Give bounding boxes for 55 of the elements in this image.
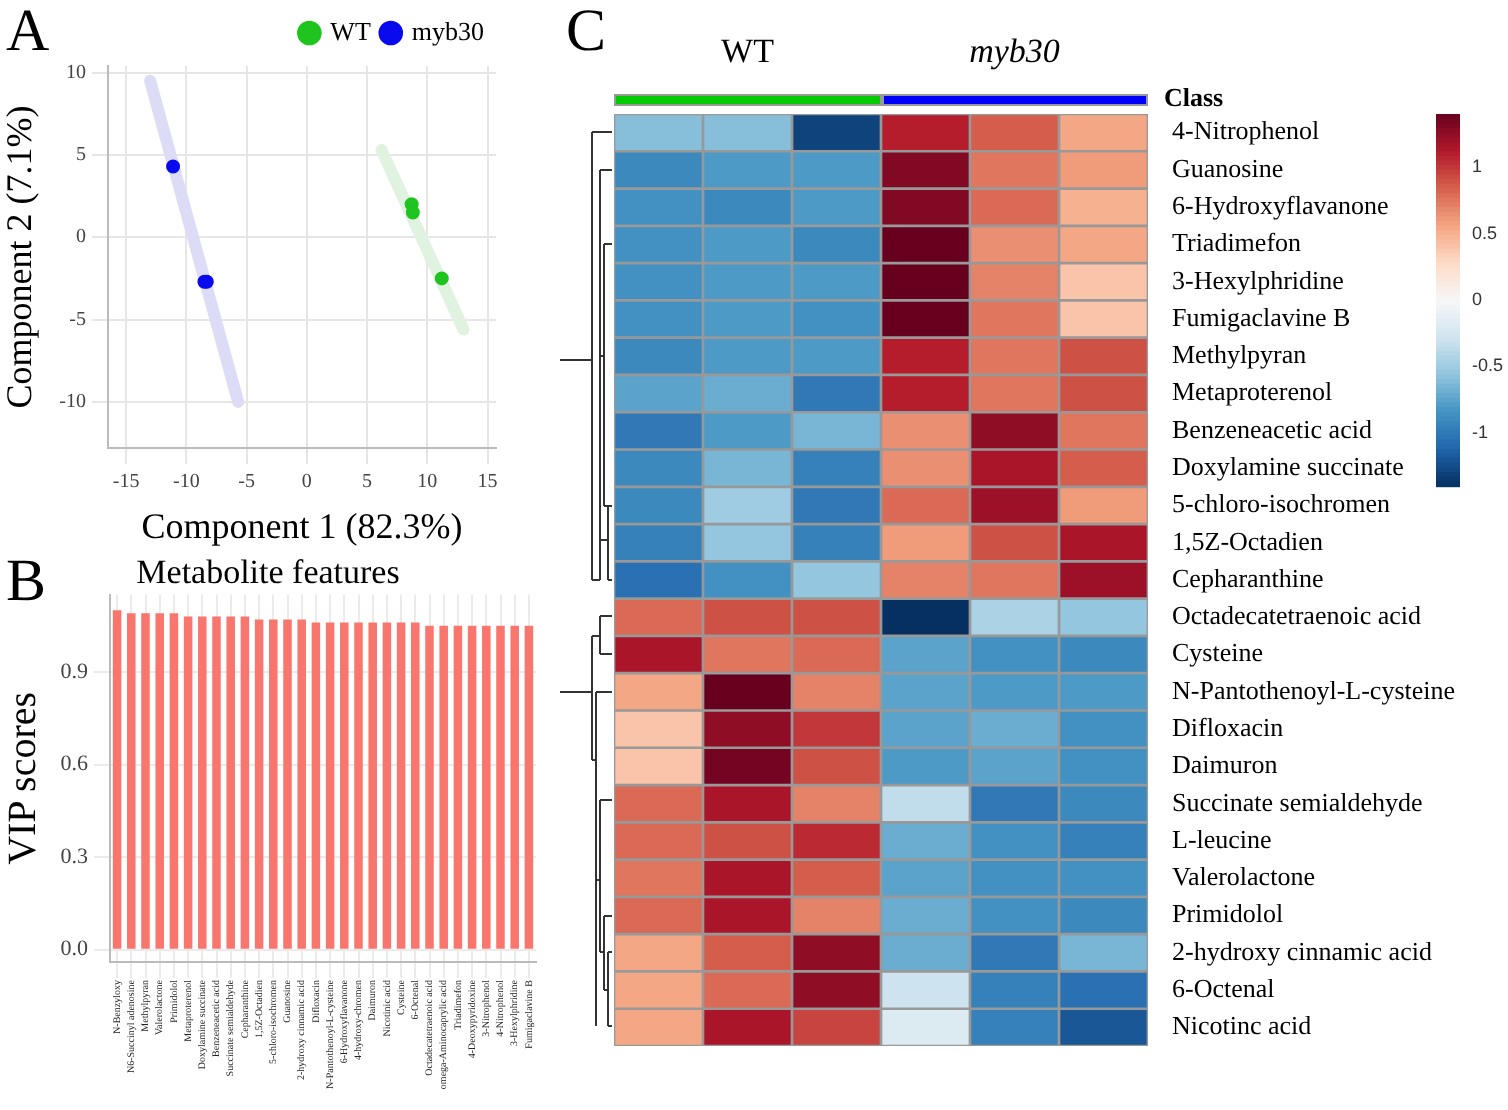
y-tick-label: 2-hydroxy cinnamic acid <box>1172 935 1433 966</box>
y-axis-title: VIP scores <box>0 691 45 865</box>
y-tick-label: Octadecatetraenoic acid <box>1172 600 1422 631</box>
x-tick-label: -10 <box>172 471 200 494</box>
y-tick-label: 4-Nitrophenol <box>1172 115 1321 146</box>
x-tick-label: -15 <box>112 471 140 494</box>
y-tick-label: 0.6 <box>60 752 89 777</box>
x-tick-label: 0 <box>301 471 312 494</box>
y-tick-label: Metaproterenol <box>1172 376 1334 407</box>
text: C <box>566 0 607 64</box>
text: B <box>6 547 47 614</box>
x-tick-label: -5 <box>238 471 255 494</box>
y-tick-label: 6-Hydroxyflavanone <box>1172 190 1390 221</box>
y-tick-label: Primidolol <box>1172 898 1285 929</box>
y-tick-label: Valerolactone <box>1172 861 1316 892</box>
y-tick-label: 0.0 <box>60 937 89 962</box>
x-tick-label: 10 <box>417 471 438 494</box>
y-tick-label: 0.3 <box>60 844 89 869</box>
color-bar-label: 0 <box>1472 288 1483 309</box>
color-bar-label: -0.5 <box>1472 355 1504 376</box>
y-axis-title: Component 2 (7.1%) <box>0 105 40 409</box>
x-tick-label: 5 <box>362 471 373 494</box>
y-tick-label: N-Pantothenoyl-L-cysteine <box>1172 674 1456 705</box>
y-tick-label: Guanosine <box>1172 152 1284 183</box>
y-tick-label: Triadimefon <box>1172 227 1303 258</box>
legend-label: myb30 <box>411 15 485 46</box>
color-bar-label: 1 <box>1472 156 1483 177</box>
y-tick-label: Cysteine <box>1172 637 1264 668</box>
y-tick-label: Daimuron <box>1172 749 1279 780</box>
y-tick-label: 1,5Z-Octadien <box>1172 525 1324 556</box>
y-tick-label: -5 <box>69 308 86 331</box>
legend-title: Class <box>1164 82 1224 112</box>
y-tick-label: 0.9 <box>60 659 89 684</box>
y-tick-label: 10 <box>66 61 86 84</box>
legend-label: WT <box>330 15 371 46</box>
x-axis-title: Component 1 (82.3%) <box>141 505 463 546</box>
y-tick-label: Methylpyran <box>1172 339 1308 370</box>
y-tick-label: Difloxacin <box>1172 711 1285 742</box>
y-tick-label: Nicotinc acid <box>1172 1010 1313 1041</box>
chart-title: Metabolite features <box>136 553 400 592</box>
color-bar-label: 0.5 <box>1472 222 1498 243</box>
y-tick-label: L-leucine <box>1172 823 1273 854</box>
y-tick-label: 0 <box>76 226 86 249</box>
y-tick-label: Succinate semialdehyde <box>1172 786 1423 817</box>
y-tick-label: 3-Hexylphridine <box>1172 264 1345 295</box>
y-tick-label: -10 <box>59 391 86 414</box>
y-tick-label: Benzeneacetic acid <box>1172 413 1373 444</box>
text: A <box>6 0 50 64</box>
y-tick-label: Fumigaclavine B <box>1172 301 1352 332</box>
text: WT <box>721 32 776 70</box>
y-tick-label: 5 <box>76 144 86 167</box>
y-tick-label: Cepharanthine <box>1172 562 1325 593</box>
text: myb30 <box>969 32 1061 70</box>
color-bar-label: -1 <box>1472 421 1489 442</box>
x-tick-label: 15 <box>477 471 498 494</box>
